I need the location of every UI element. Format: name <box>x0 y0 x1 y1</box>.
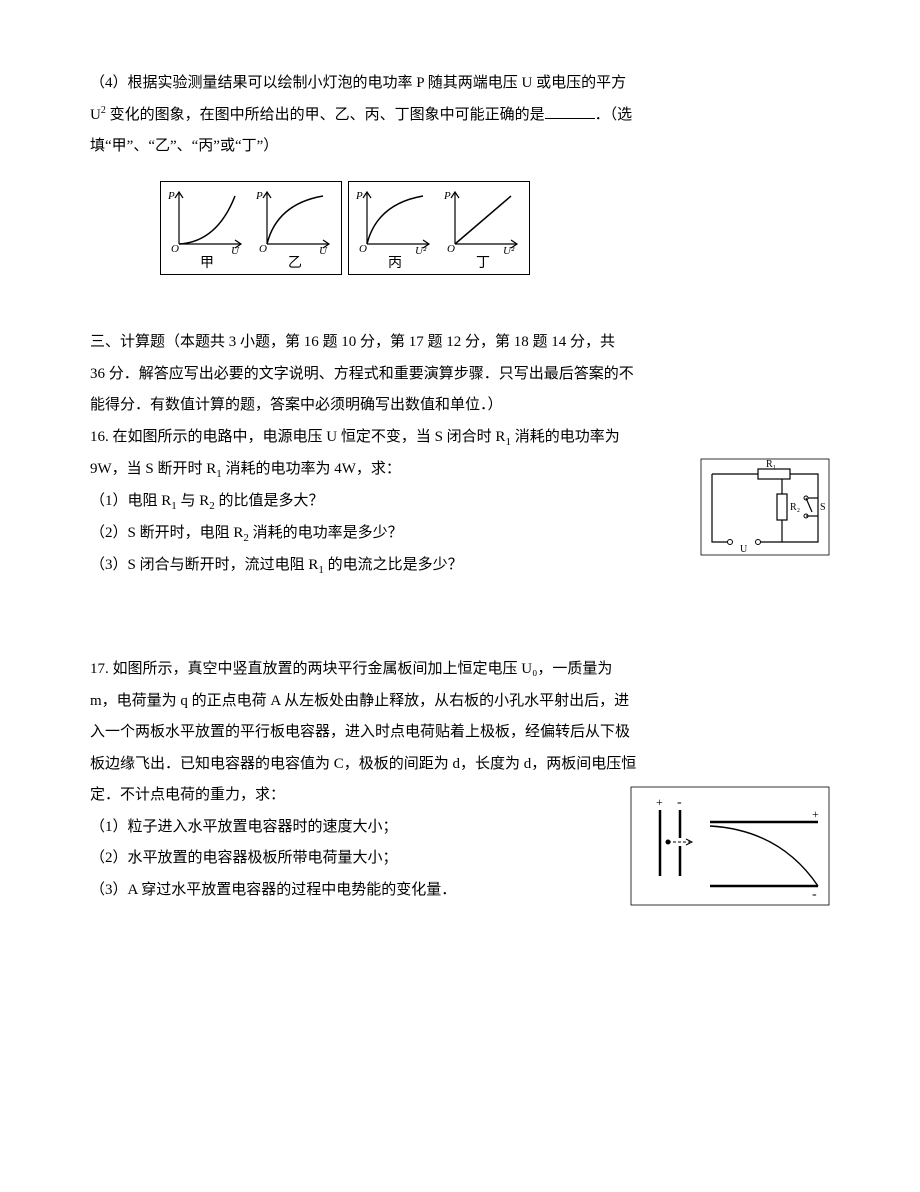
q4-blank <box>545 104 595 119</box>
q17-l2: m，电荷量为 q 的正点电荷 A 从左板处由静止释放，从右板的小孔水平射出后，进 <box>90 693 629 709</box>
q17-lead: 17. 如图所示，真空中竖直放置的两块平行金属板间加上恒定电压 U₀，一质量为 … <box>90 654 830 780</box>
q4-text-b2: 变化的图象，在图中所给出的甲、乙、丙、丁图象中可能正确的是 <box>106 107 545 123</box>
q17-l3: 入一个两板水平放置的平行板电容器，进入时点电荷贴着上极板，经偏转后从下极 <box>90 724 630 740</box>
svg-text:P: P <box>443 190 451 202</box>
svg-text:O: O <box>359 243 367 254</box>
graph-yi-svg: P O U <box>253 188 337 254</box>
graph-ding-svg: P O U² <box>441 188 525 254</box>
svg-text:R₂: R₂ <box>790 502 800 513</box>
q16-p3a: （3）S 闭合与断开时，流过电阻 R <box>90 557 318 573</box>
section3-heading: 三、计算题（本题共 3 小题，第 16 题 10 分，第 17 题 12 分，第… <box>90 327 830 422</box>
cap-jia: 甲 <box>200 256 214 273</box>
cap-ding: 丁 <box>476 256 490 273</box>
q17-p2: （2）水平放置的电容器极板所带电荷量大小； <box>90 850 398 866</box>
svg-text:P: P <box>355 190 363 202</box>
graph-jia-svg: P O U <box>165 188 249 254</box>
q17-wrap: 定．不计点电荷的重力，求： （1）粒子进入水平放置电容器时的速度大小； （2）水… <box>90 780 830 919</box>
page: （4）根据实验测量结果可以绘制小灯泡的电功率 P 随其两端电压 U 或电压的平方… <box>0 0 920 1192</box>
graph-bing: P O U² 丙 <box>353 188 437 273</box>
q17-l1: 17. 如图所示，真空中竖直放置的两块平行金属板间加上恒定电压 U₀，一质量为 <box>90 661 612 677</box>
q4-text-b: U <box>90 107 101 123</box>
q17-l4: 板边缘飞出．已知电容器的电容值为 C，极板的间距为 d，长度为 d，两板间电压恒 <box>90 756 636 772</box>
graph-bing-svg: P O U² <box>353 188 437 254</box>
svg-text:U: U <box>231 245 240 254</box>
q16-figure: R₁ R₂ S U <box>700 458 830 569</box>
cap-bing: 丙 <box>388 256 402 273</box>
q16-l1a: 16. 在如图所示的电路中，电源电压 U 恒定不变，当 S 闭合时 R <box>90 429 505 445</box>
svg-text:S: S <box>820 502 826 513</box>
sec3-l1: 三、计算题（本题共 3 小题，第 16 题 10 分，第 17 题 12 分，第… <box>90 334 615 350</box>
svg-text:-: - <box>677 795 682 810</box>
q17-l5: 定．不计点电荷的重力，求： <box>90 787 285 803</box>
q4-text-a: （4）根据实验测量结果可以绘制小灯泡的电功率 P 随其两端电压 U 或电压的平方 <box>90 75 626 91</box>
q4-text-c: ．（选 <box>595 107 633 123</box>
svg-text:U²: U² <box>415 245 427 254</box>
q16-p1a: （1）电阻 R <box>90 493 171 509</box>
q17-figure: + - + - <box>630 786 830 919</box>
graph-box-1: P O U 甲 P O U 乙 <box>160 181 342 276</box>
q16-l1b: 消耗的电功率为 <box>511 429 620 445</box>
svg-text:U: U <box>319 245 328 254</box>
q17-p3: （3）A 穿过水平放置电容器的过程中电势能的变化量． <box>90 882 456 898</box>
sec3-l2: 36 分．解答应写出必要的文字说明、方程式和重要演算步骤．只写出最后答案的不 <box>90 366 634 382</box>
svg-text:+: + <box>656 795 663 809</box>
sec3-l3: 能得分．有数值计算的题，答案中必须明确写出数值和单位．） <box>90 397 503 413</box>
q4-text-d: 填“甲”、“乙”、“丙”或“丁”） <box>90 138 278 154</box>
svg-text:U: U <box>740 544 748 555</box>
svg-text:P: P <box>167 190 175 202</box>
q16-l2a: 9W，当 S 断开时 R <box>90 461 216 477</box>
q4-para: （4）根据实验测量结果可以绘制小灯泡的电功率 P 随其两端电压 U 或电压的平方… <box>90 68 830 163</box>
q16-p2a: （2）S 断开时，电阻 R <box>90 525 243 541</box>
graph-box-2: P O U² 丙 P O U² 丁 <box>348 181 530 276</box>
svg-text:-: - <box>812 887 817 902</box>
graph-ding: P O U² 丁 <box>441 188 525 273</box>
svg-text:+: + <box>812 807 819 821</box>
q16-l2b: 消耗的电功率为 4W，求： <box>222 461 401 477</box>
svg-text:O: O <box>259 243 267 254</box>
q17-text: 定．不计点电荷的重力，求： （1）粒子进入水平放置电容器时的速度大小； （2）水… <box>90 780 620 906</box>
q17-svg: + - + - <box>630 786 830 906</box>
graph-jia: P O U 甲 <box>165 188 249 273</box>
q16-lead: 16. 在如图所示的电路中，电源电压 U 恒定不变，当 S 闭合时 R1 消耗的… <box>90 422 830 454</box>
cap-yi: 乙 <box>288 256 302 273</box>
svg-text:R₁: R₁ <box>766 459 776 470</box>
q17-p1: （1）粒子进入水平放置电容器时的速度大小； <box>90 819 398 835</box>
svg-text:O: O <box>171 243 179 254</box>
q16-text: 9W，当 S 断开时 R1 消耗的电功率为 4W，求： （1）电阻 R1 与 R… <box>90 454 690 582</box>
graph-row: P O U 甲 P O U 乙 <box>160 181 830 276</box>
q16-circuit-svg: R₁ R₂ S U <box>700 458 830 556</box>
svg-text:U²: U² <box>503 245 515 254</box>
q16-wrap: 9W，当 S 断开时 R1 消耗的电功率为 4W，求： （1）电阻 R1 与 R… <box>90 454 830 582</box>
graph-yi: P O U 乙 <box>253 188 337 273</box>
svg-text:O: O <box>447 243 455 254</box>
svg-text:P: P <box>255 190 263 202</box>
